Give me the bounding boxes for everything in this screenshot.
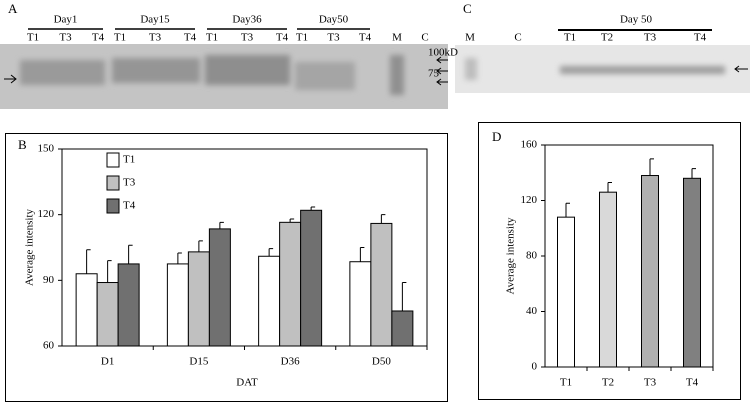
bar [391,310,414,347]
lane-label: T3 [327,32,340,44]
y-tick-label: 120 [38,208,55,220]
arrow [436,56,748,86]
panel-frame [478,122,741,400]
y-axis-label: Average intensity [505,217,517,295]
error-bar [359,247,365,262]
x-tick-label: T3 [644,377,657,389]
lane-label: C [514,32,521,44]
bar [300,209,323,347]
error-bar [198,240,203,252]
legend-label: T3 [123,177,136,189]
group-label: Day50 [319,14,349,26]
y-tick-label: 0 [532,361,538,373]
group-label: Day36 [232,14,262,26]
legend-swatch [106,175,120,191]
x-tick-label: T2 [602,377,614,389]
lane-label: T1 [296,32,308,44]
error-bar [310,206,316,211]
bar [96,282,119,347]
error-bar [607,181,612,193]
group-label: Day15 [140,14,170,26]
lane-label: T4 [276,32,289,44]
bar [370,222,393,347]
y-tick-label: 120 [521,194,538,206]
arrow [4,74,17,84]
error-bar [691,168,696,179]
x-axis-label: DAT [236,377,258,389]
bar [166,263,189,347]
x-tick-label: D1 [101,356,114,368]
bar [641,175,659,368]
panel-label: B [18,137,27,152]
lane-label: M [465,32,475,44]
lane-label: T3 [644,32,657,44]
lane-label: T1 [564,32,576,44]
bar [279,221,302,347]
x-tick-label: T1 [560,377,572,389]
panel-frame [5,133,448,402]
y-tick-label: 160 [521,139,538,151]
lane-label: T3 [149,32,162,44]
size-label: 75 [428,68,440,80]
error-bar [268,248,274,257]
error-bar [649,158,654,176]
lane-label: T3 [59,32,72,44]
x-tick-label: D50 [372,356,391,368]
error-bar [565,202,570,218]
panel-label: C [463,1,472,16]
legend-label: T1 [123,154,135,166]
lane-label: T1 [27,32,39,44]
bar [208,228,231,347]
bar [557,216,575,368]
error-bar [177,252,182,264]
error-bar [219,221,224,229]
y-axis-label: Average intensity [24,208,36,286]
error-bar [86,249,91,274]
panel-label: D [492,129,501,144]
y-tick-label: 90 [43,274,55,286]
lane-label: T4 [184,32,197,44]
error-bar [107,260,112,283]
lane-label: T4 [694,32,707,44]
legend-swatch [106,152,120,168]
panel-label: A [8,1,18,16]
x-tick-label: T4 [686,377,699,389]
x-tick-label: D15 [189,356,208,368]
bar [349,261,372,347]
bar [683,177,701,368]
y-tick-label: 80 [526,250,538,262]
bar [599,191,617,368]
lane-label: C [421,32,428,44]
bar [75,273,98,347]
y-tick-label: 150 [38,143,55,155]
lane-label: T2 [601,32,613,44]
lane-label: T1 [206,32,218,44]
lane-label: T3 [241,32,254,44]
group-label: Day 50 [620,14,653,26]
lane-label: T4 [359,32,372,44]
gel-bands [465,58,725,80]
bar [187,251,210,347]
legend-swatch [106,198,120,214]
size-label: 100kD [428,47,458,59]
bar [258,255,281,347]
error-bar [380,214,386,224]
y-tick-label: 40 [526,305,538,317]
error-bar [128,244,133,264]
error-bar [289,218,295,223]
bar [117,263,140,347]
gel-bands [20,55,404,95]
x-tick-label: D36 [281,356,300,368]
legend-label: T4 [123,200,136,212]
group-label: Day1 [54,14,78,26]
y-tick-label: 60 [43,340,55,352]
lane-label: T1 [114,32,126,44]
error-bar [401,282,407,311]
lane-label: T4 [92,32,105,44]
lane-label: M [392,32,402,44]
